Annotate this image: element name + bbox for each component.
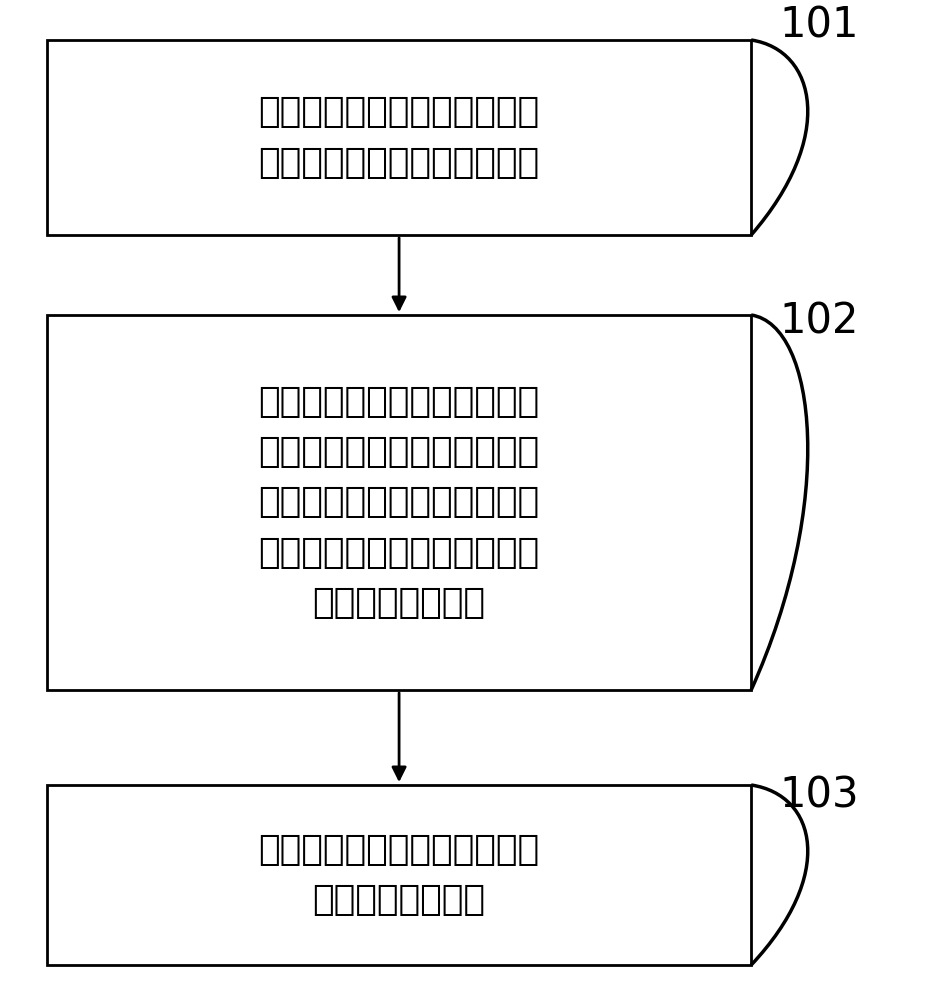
- FancyBboxPatch shape: [47, 40, 751, 235]
- Text: 103: 103: [779, 775, 859, 817]
- Text: 102: 102: [779, 300, 859, 342]
- Text: 在空间扫描的范围内选择至少
一个点位，每扫描空间一次改
变一点电流，连续采集至少一
个扫描周期，将得到的光信号
产生一个吸收谱图: 在空间扫描的范围内选择至少 一个点位，每扫描空间一次改 变一点电流，连续采集至少…: [258, 385, 540, 620]
- Text: 根据吸收谱图中气体吸收的位
置去调整激光波长: 根据吸收谱图中气体吸收的位 置去调整激光波长: [258, 833, 540, 917]
- FancyBboxPatch shape: [47, 785, 751, 965]
- Text: 定时步进发出激光扫描信号并
在检测光路中推入气体参考池: 定时步进发出激光扫描信号并 在检测光路中推入气体参考池: [258, 95, 540, 180]
- Text: 101: 101: [779, 5, 859, 47]
- FancyBboxPatch shape: [47, 315, 751, 690]
